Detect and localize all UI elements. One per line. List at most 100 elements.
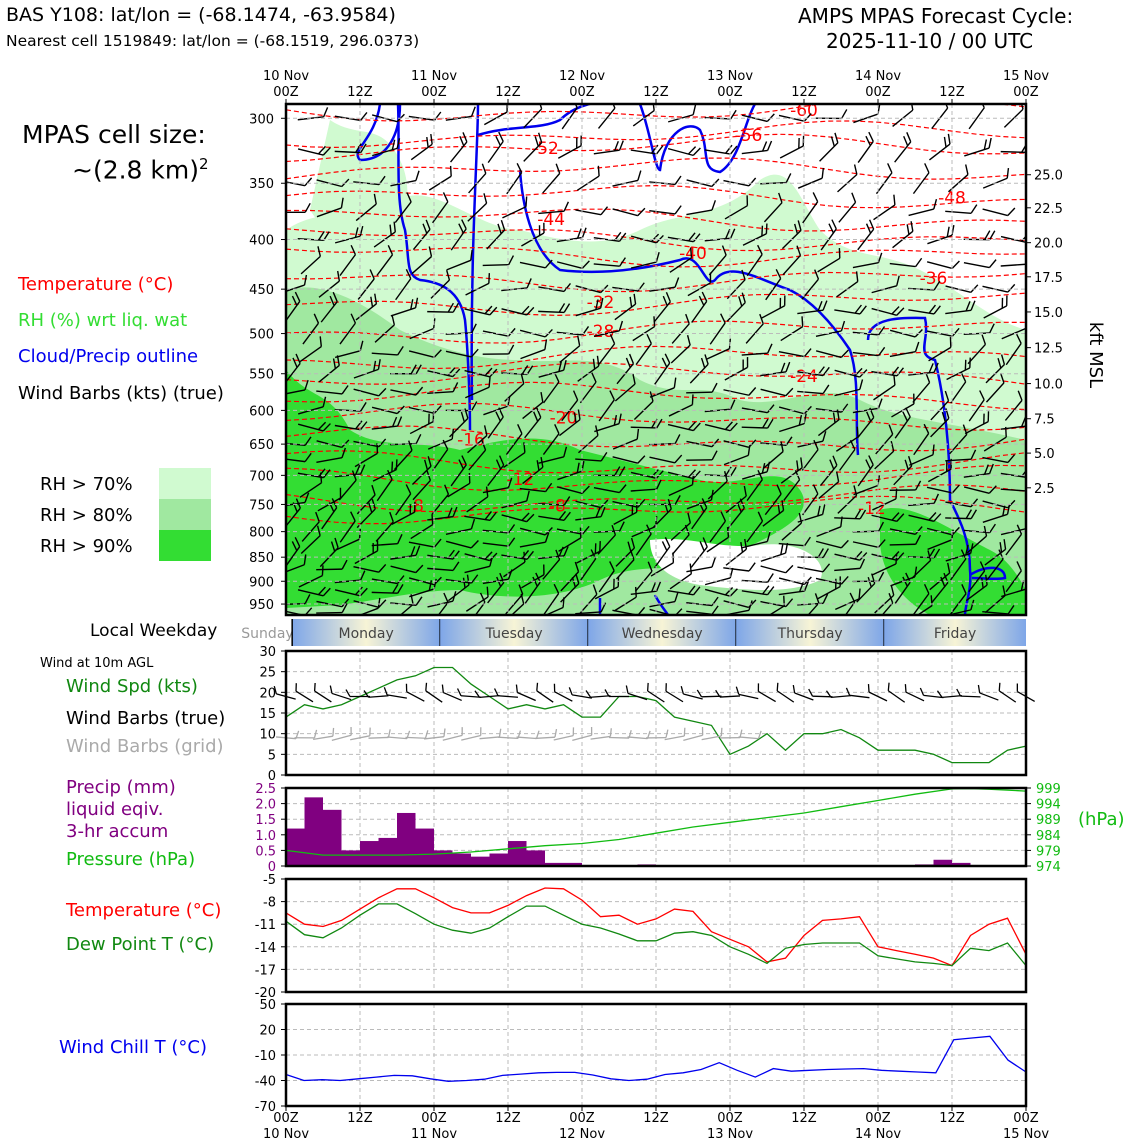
barb-flag <box>295 683 297 692</box>
barb-shaft <box>797 566 824 573</box>
barb-flag <box>377 359 381 370</box>
kft-tick-label: 25.0 <box>1034 169 1063 184</box>
barb-shaft <box>445 115 472 121</box>
barb-flag <box>729 228 736 239</box>
wind-barb <box>614 373 636 402</box>
isotherm-label: -8 <box>549 497 566 517</box>
barb-flag <box>743 485 747 497</box>
barb-shaft <box>909 454 934 466</box>
barb-shaft <box>542 433 560 455</box>
barb-shaft <box>630 261 657 269</box>
barb-flag <box>604 689 610 697</box>
barb-shaft <box>559 345 581 363</box>
wind-barb <box>464 556 494 574</box>
barb-flag <box>391 461 394 472</box>
panel-y-tick-label: -14 <box>255 941 276 956</box>
wind-barb <box>667 585 701 596</box>
barb-shaft <box>316 207 342 218</box>
barb-shaft <box>968 399 985 422</box>
barb-flag <box>294 291 301 302</box>
barb-flag <box>462 132 468 143</box>
wind-barb <box>963 463 994 478</box>
barb-flag <box>292 357 298 368</box>
barb-flag <box>488 376 491 388</box>
barb-flag <box>988 137 992 149</box>
barb-shaft <box>852 541 879 549</box>
bottom-hour-label: 00Z <box>1013 1111 1039 1126</box>
barb-flag <box>798 138 800 149</box>
barb-shaft <box>960 695 981 698</box>
wind-barb <box>524 407 542 439</box>
barb-flag <box>516 162 523 173</box>
wind-barb <box>445 518 476 535</box>
barb-shaft <box>615 559 635 580</box>
barb-flag <box>637 455 646 464</box>
barb-flag <box>521 550 530 559</box>
barb-flag <box>744 538 748 550</box>
barb-shaft <box>963 261 990 269</box>
barb-flag <box>851 192 857 203</box>
isotherm-label: -40 <box>679 244 707 264</box>
barb-flag <box>891 366 900 376</box>
barb-flag <box>825 690 832 698</box>
barb-flag <box>988 259 997 268</box>
barb-shaft <box>912 593 930 615</box>
wind-barb <box>519 532 550 548</box>
barb-shaft <box>802 201 819 224</box>
legend-barbs-grid: Wind Barbs (grid) <box>66 736 224 757</box>
wind-barb <box>467 193 488 222</box>
barb-flag <box>665 683 667 692</box>
rh-level-90: RH > 90% <box>40 536 133 557</box>
wind-barb <box>355 293 378 321</box>
barb-flag <box>812 192 819 202</box>
barb-flag <box>757 469 763 480</box>
barb-flag <box>661 541 668 551</box>
barb-flag <box>351 470 357 481</box>
wind-speed-line <box>285 666 1027 764</box>
barb-flag <box>997 357 1002 369</box>
wind-barb <box>1005 561 1022 593</box>
wind-barb <box>669 247 693 273</box>
barb-flag <box>701 498 708 509</box>
wind-barb <box>760 564 794 574</box>
barb-flag <box>526 490 530 502</box>
barb-flag <box>470 348 479 358</box>
panel-y-tick-label: 1.0 <box>255 829 276 844</box>
barb-flag <box>891 306 900 315</box>
rh-70-upper <box>310 120 420 290</box>
panel-y-tick-label: -8 <box>263 896 276 911</box>
barb-shaft <box>760 388 786 397</box>
barb-flag <box>460 411 465 423</box>
barb-shaft <box>704 408 731 413</box>
barb-shaft <box>353 607 379 615</box>
barb-flag <box>936 690 943 698</box>
barb-flag <box>618 484 627 493</box>
wind-barb <box>447 574 470 602</box>
barb-flag <box>396 416 403 427</box>
barb-flag <box>757 683 760 692</box>
barb-flag <box>692 470 701 479</box>
barb-flag <box>832 412 836 423</box>
barb-shaft <box>853 113 879 124</box>
legend-dewpoint: Dew Point T (°C) <box>66 934 215 955</box>
wind-barb <box>286 436 312 447</box>
wind-barb <box>597 524 617 555</box>
barb-flag <box>725 144 733 154</box>
barb-flag <box>533 411 539 422</box>
wind-barb <box>723 445 751 466</box>
barb-flag <box>933 493 940 504</box>
forecast-cycle-date: 2025-11-10 / 00 UTC <box>826 29 1034 53</box>
barb-shaft <box>593 263 620 267</box>
barb-flag <box>508 524 516 534</box>
wind-barb <box>450 455 467 487</box>
barb-flag <box>634 586 637 598</box>
barb-flag <box>443 592 449 603</box>
barb-flag <box>423 459 429 470</box>
wind-barb <box>505 584 524 615</box>
wind-barb <box>908 512 942 522</box>
wind-barb <box>908 198 938 217</box>
barb-shaft <box>706 536 729 553</box>
barb-flag <box>656 145 664 155</box>
barb-flag <box>785 436 793 446</box>
barb-shaft <box>830 695 852 698</box>
